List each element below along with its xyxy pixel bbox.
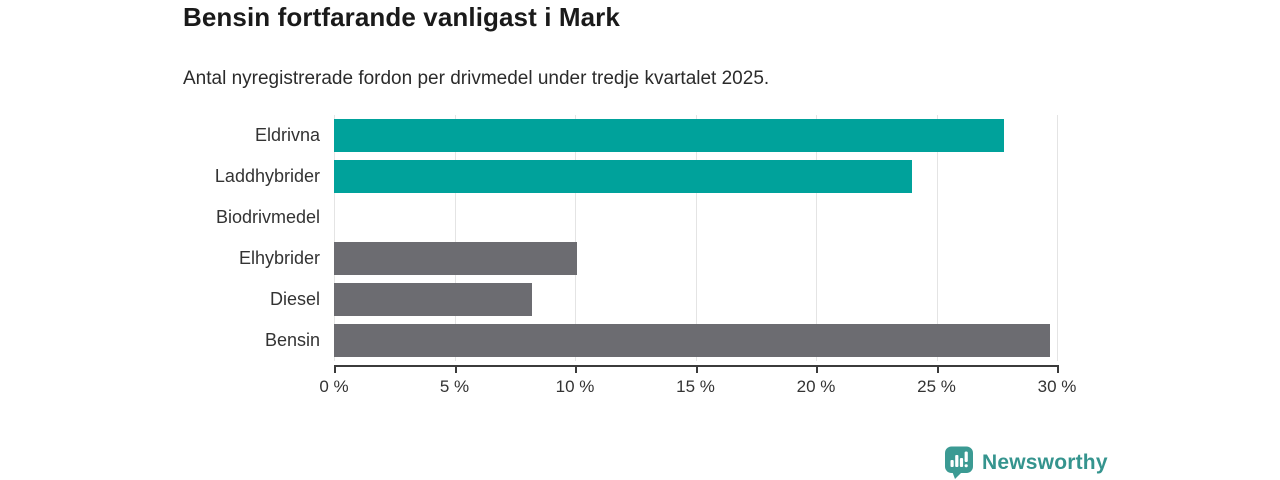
x-tick-label-25: 25 %	[917, 377, 956, 396]
gridline-5	[454, 115, 456, 361]
chart-subtitle: Antal nyregistrerade fordon per drivmede…	[183, 68, 770, 89]
bar-elhybrider	[334, 242, 578, 275]
x-tick-label-30: 30 %	[1037, 377, 1077, 396]
newsworthy-wordmark: Newsworthy	[982, 450, 1108, 474]
y-axis-labels: Eldrivna Laddhybrider Biodrivmedel Elhybrid…	[0, 115, 320, 361]
x-tick-label-0: 0 %	[319, 377, 349, 396]
bar-laddhybrider	[334, 160, 913, 193]
x-tick-10	[575, 365, 577, 373]
x-tick-15	[695, 365, 698, 373]
x-tick-label-5: 5 %	[439, 377, 470, 396]
x-tick-25	[936, 365, 939, 373]
x-tick-30	[1057, 365, 1059, 373]
plot-area	[334, 115, 1058, 361]
bar-eldrivna	[334, 119, 1004, 152]
x-tick-0	[334, 365, 336, 373]
y-label-laddhybrider: Laddhybrider	[214, 166, 320, 186]
chart-title: Bensin fortfarande vanligast i Mark	[183, 2, 620, 32]
bar-diesel	[334, 283, 532, 316]
y-label-elhybrider: Elhybrider	[238, 248, 320, 268]
gridline-0	[334, 115, 335, 361]
newsworthy-bubble-chart-icon	[945, 446, 973, 479]
gridline-30	[1057, 115, 1058, 361]
y-label-diesel: Diesel	[269, 289, 320, 309]
y-label-bensin: Bensin	[264, 330, 320, 350]
x-tick-20	[816, 365, 818, 373]
gridline-10	[575, 115, 576, 361]
y-label-biodrivmedel: Biodrivmedel	[215, 207, 320, 227]
y-label-eldrivna: Eldrivna	[254, 125, 320, 145]
gridline-25	[936, 115, 938, 361]
bar-bensin	[334, 324, 1050, 357]
x-tick-5	[454, 365, 457, 373]
newsworthy-logo[interactable]: Newsworthy	[944, 446, 1108, 479]
gridline-15	[695, 115, 697, 361]
gridline-20	[816, 115, 817, 361]
x-tick-label-10: 10 %	[555, 377, 595, 396]
x-tick-label-15: 15 %	[676, 377, 715, 396]
x-tick-label-20: 20 %	[796, 377, 836, 396]
